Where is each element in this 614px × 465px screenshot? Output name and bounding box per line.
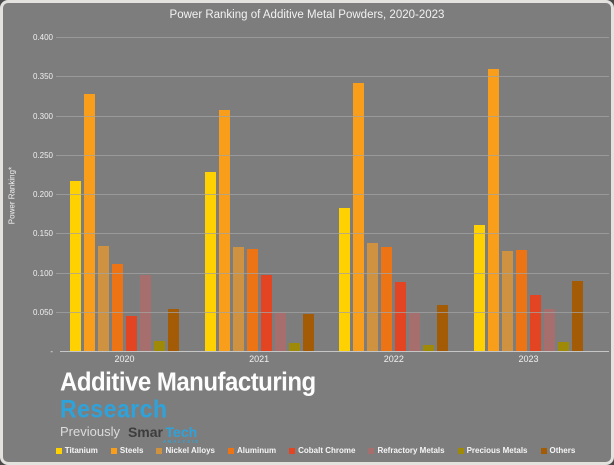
legend-swatch-icon bbox=[368, 447, 375, 454]
x-axis-labels: 2020 2021 2022 2023 bbox=[60, 354, 609, 364]
bar-aluminum-2022 bbox=[381, 247, 393, 351]
bar-aluminum-2020 bbox=[112, 263, 123, 351]
legend-item-others: Others bbox=[540, 446, 576, 455]
bar-titanium-2021 bbox=[204, 172, 216, 351]
gridline bbox=[56, 76, 609, 78]
legend-label: Refractory Metals bbox=[377, 446, 445, 455]
legend-swatch-icon bbox=[457, 447, 464, 454]
legend-label: Steels bbox=[119, 446, 144, 455]
gridline bbox=[56, 115, 609, 117]
legend-item-refractory-metals: Refractory Metals bbox=[368, 446, 445, 455]
y-tick-label: 0.200 bbox=[32, 190, 53, 199]
logo-analysis-text: ANALYSIS bbox=[163, 439, 200, 444]
bar-group-2023 bbox=[473, 37, 583, 351]
chart-title: Power Ranking of Additive Metal Powders,… bbox=[169, 9, 445, 21]
y-tick-label: 0.400 bbox=[32, 33, 53, 42]
legend-item-nickel-alloys: Nickel Alloys bbox=[156, 446, 215, 455]
bar-others-2022 bbox=[437, 304, 449, 351]
plot-area bbox=[56, 37, 609, 352]
bar-precious-metals-2022 bbox=[423, 344, 435, 351]
bar-refractory-metals-2023 bbox=[543, 309, 555, 351]
y-tick-label: 0.050 bbox=[32, 307, 53, 317]
y-tick-label: 0.250 bbox=[32, 150, 53, 160]
legend-swatch-icon bbox=[227, 447, 234, 454]
x-axis-label-2021: 2021 bbox=[249, 354, 270, 364]
y-tick-label: 0.350 bbox=[32, 72, 53, 82]
bar-nickel-alloys-2023 bbox=[501, 251, 513, 351]
legend: Titanium Steels Nickel Alloys Aluminum Cobal… bbox=[43, 446, 588, 455]
bar-others-2020 bbox=[168, 308, 179, 351]
bar-group-2021 bbox=[204, 37, 314, 351]
bar-others-2021 bbox=[302, 314, 314, 351]
y-tick-label: 0.100 bbox=[32, 268, 53, 278]
logo-title: Additive Manufacturing bbox=[60, 367, 316, 397]
bar-steels-2023 bbox=[487, 69, 499, 351]
bar-refractory-metals-2020 bbox=[140, 274, 151, 351]
bar-nickel-alloys-2021 bbox=[232, 246, 244, 351]
bar-refractory-metals-2022 bbox=[409, 313, 421, 351]
legend-label: Cobalt Chrome bbox=[298, 446, 356, 455]
bar-group-2020 bbox=[70, 37, 179, 351]
bar-cobalt-chrome-2023 bbox=[529, 295, 541, 351]
legend-label: Aluminum bbox=[236, 446, 277, 455]
bar-precious-metals-2021 bbox=[288, 343, 300, 351]
legend-label: Nickel Alloys bbox=[165, 446, 215, 455]
gridline bbox=[56, 37, 609, 38]
legend-item-titanium: Titanium bbox=[55, 446, 98, 455]
bar-groups bbox=[60, 37, 609, 351]
bar-steels-2020 bbox=[84, 94, 95, 351]
brand-logo: Additive Manufacturing Research Previous… bbox=[60, 367, 316, 445]
y-tick-label: 0.300 bbox=[32, 111, 53, 121]
legend-swatch-icon bbox=[289, 447, 296, 454]
gridline bbox=[56, 272, 609, 274]
legend-label: Titanium bbox=[64, 446, 98, 455]
bar-titanium-2023 bbox=[473, 225, 485, 351]
logo-smar-text: Smar bbox=[127, 424, 163, 440]
bar-precious-metals-2020 bbox=[154, 340, 165, 351]
gridline bbox=[56, 233, 609, 235]
x-axis-label-2020: 2020 bbox=[114, 354, 135, 364]
x-axis-label-2022: 2022 bbox=[383, 354, 404, 364]
legend-label: Others bbox=[549, 446, 576, 455]
bar-cobalt-chrome-2021 bbox=[260, 274, 272, 351]
gridline bbox=[56, 311, 609, 313]
x-axis-label-2023: 2023 bbox=[518, 354, 539, 364]
bar-aluminum-2023 bbox=[515, 249, 527, 351]
bar-steels-2022 bbox=[353, 82, 365, 351]
legend-label: Precious Metals bbox=[466, 446, 528, 455]
legend-swatch-icon bbox=[110, 447, 117, 454]
bar-precious-metals-2023 bbox=[557, 342, 569, 351]
bar-aluminum-2021 bbox=[246, 248, 258, 351]
bar-cobalt-chrome-2022 bbox=[395, 281, 407, 351]
bar-nickel-alloys-2022 bbox=[367, 243, 379, 351]
y-tick-label: 0.150 bbox=[32, 229, 53, 239]
legend-item-aluminum: Aluminum bbox=[227, 446, 277, 455]
legend-swatch-icon bbox=[156, 447, 163, 454]
legend-swatch-icon bbox=[540, 447, 547, 454]
legend-item-cobalt-chrome: Cobalt Chrome bbox=[289, 446, 355, 455]
bar-group-2022 bbox=[339, 37, 449, 351]
bar-others-2023 bbox=[571, 281, 583, 351]
legend-swatch-icon bbox=[55, 447, 62, 454]
logo-previously-row: Previously Smar Tech ANALYSIS bbox=[60, 425, 316, 445]
y-tick-label: - bbox=[50, 347, 53, 356]
bar-nickel-alloys-2020 bbox=[98, 245, 109, 351]
gridline bbox=[56, 194, 609, 195]
logo-previously-text: Previously bbox=[60, 424, 120, 439]
bar-titanium-2020 bbox=[70, 180, 81, 351]
bar-steels-2021 bbox=[218, 110, 230, 351]
logo-subtitle: Research bbox=[60, 394, 168, 423]
legend-item-precious-metals: Precious Metals bbox=[457, 446, 528, 455]
gridline bbox=[56, 154, 609, 156]
logo-tech-text: Tech bbox=[165, 424, 198, 440]
bar-titanium-2022 bbox=[339, 208, 351, 351]
bar-cobalt-chrome-2020 bbox=[126, 316, 137, 351]
logo-smartech: Smar Tech ANALYSIS bbox=[128, 425, 200, 445]
bar-refractory-metals-2021 bbox=[274, 313, 286, 351]
legend-item-steels: Steels bbox=[110, 446, 144, 455]
